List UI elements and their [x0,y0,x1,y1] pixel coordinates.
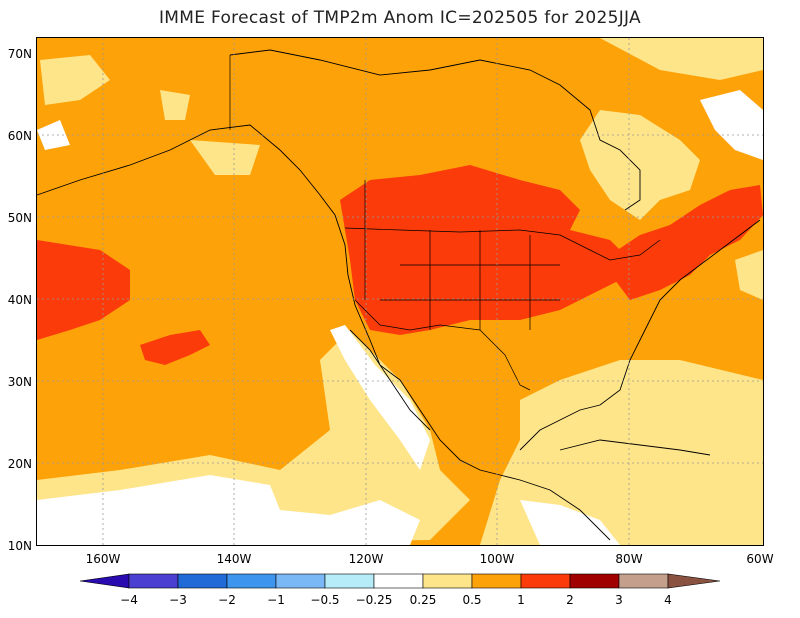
anom-0.25-0.5-atlantic [735,250,763,300]
colorbar-swatch [324,573,375,589]
colorbar-label: 4 [664,593,672,607]
lon-label: 80W [615,552,642,566]
anom-near-zero-labrador [700,90,763,160]
anom-1-2-pacific-west [37,240,130,340]
colorbar-label: −1 [267,593,285,607]
latitude-labels: 70N 60N 50N 40N 30N 20N 10N [8,47,32,553]
colorbar-swatch [422,573,473,589]
colorbar-label: −4 [120,593,138,607]
anom-near-zero-baja [330,325,430,470]
anom-1-2-northeast [610,185,763,300]
color-legend: −4 −3 −2 −1 −0.5 −0.25 0.25 0.5 1 2 3 4 [79,573,721,607]
colorbar-label: 0.25 [410,593,437,607]
lon-label: 140W [217,552,252,566]
political-borders [229,55,661,391]
colorbar-label: 2 [566,593,574,607]
lat-label: 50N [8,211,32,225]
colorbar-label: −3 [169,593,187,607]
colorbar-arrow-low [79,573,130,589]
lat-label: 70N [8,47,32,61]
colorbar-label: 1 [517,593,525,607]
lat-label: 20N [8,457,32,471]
anom-near-zero-central-america [520,500,620,545]
anom-0.25-0.5-hudson [580,110,700,220]
colorbar-label: −0.25 [356,593,393,607]
colorbar-label: −0.5 [310,593,339,607]
anom-0.25-0.5-gulf-caribbean [480,360,763,545]
colorbar-swatch [275,573,326,589]
colorbar-swatch [177,573,228,589]
lon-label: 160W [86,552,121,566]
lat-label: 60N [8,129,32,143]
anom-1-2-pacific-mid [140,330,210,365]
colorbar-label: −2 [218,593,236,607]
colorbar-swatch [373,573,424,589]
anom-0.25-0.5-coast-bc [190,140,260,175]
lat-label: 10N [8,539,32,553]
anom-0.25-0.5-gulf-alaska [160,90,190,120]
colorbar-label: 0.5 [462,593,481,607]
lat-label: 30N [8,375,32,389]
colorbar-swatch [226,573,277,589]
colorbar-swatch [618,573,669,589]
anom-0.25-0.5-bering [40,55,110,105]
anom-near-zero-pacific [37,475,420,545]
map-frame [36,37,764,546]
lat-label: 40N [8,293,32,307]
lat-lon-grid [37,38,763,545]
coastlines [36,49,761,541]
colorbar-arrow-high [667,573,721,589]
anom-0.25-0.5-arctic [600,38,763,80]
map-title: IMME Forecast of TMP2m Anom IC=202505 fo… [158,8,641,28]
lon-label: 120W [349,552,384,566]
colorbar-swatch [128,573,179,589]
longitude-labels: 160W 140W 120W 100W 80W 60W [86,552,774,566]
colorbar-label: 3 [615,593,623,607]
colorbar-swatch [569,573,620,589]
lon-label: 100W [480,552,515,566]
colorbar-swatch [520,573,571,589]
anomaly-fields [37,38,763,545]
lon-label: 60W [746,552,773,566]
anom-1-2-central-us [340,165,630,335]
colorbar-swatch [471,573,522,589]
